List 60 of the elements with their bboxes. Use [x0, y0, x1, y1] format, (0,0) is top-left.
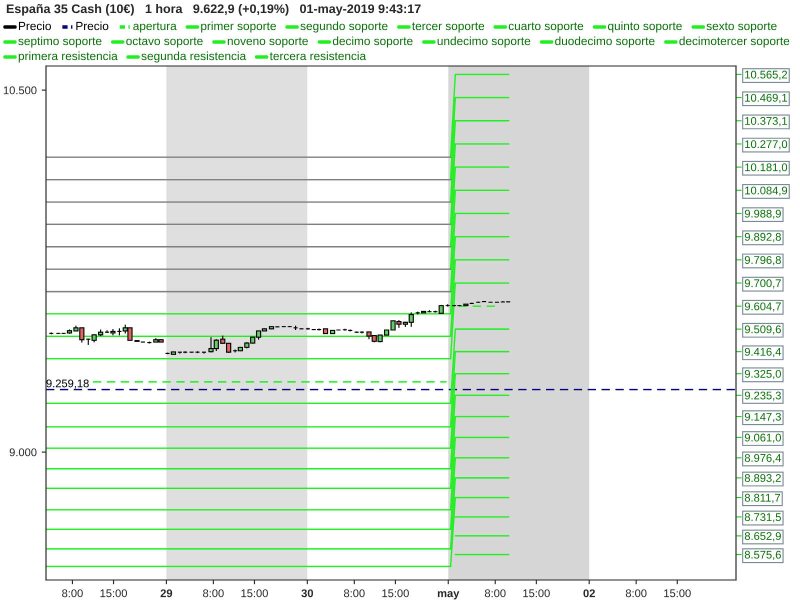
- y2-tick-label: 8.976,4: [744, 454, 782, 464]
- legend-label: decimotercer soporte: [679, 36, 790, 48]
- x-tick-label: 30: [301, 589, 314, 598]
- y2-tick-label: 9.988,9: [744, 210, 781, 219]
- legend-label: quinto soporte: [608, 22, 682, 32]
- y2-tick-label: 9.325,0: [744, 370, 781, 380]
- x-tick-label: 8:00: [344, 589, 365, 598]
- y2-tick-label: 9.796,8: [744, 256, 781, 266]
- y2-tick-label: 10.565,2: [745, 70, 788, 80]
- legend-label: primer soporte: [201, 22, 276, 32]
- y2-tick-label: 9.604,7: [744, 302, 781, 312]
- legend-label: noveno soporte: [228, 37, 308, 48]
- x-tick-label: 15:00: [382, 589, 409, 598]
- y2-tick-label: 10.469,1: [745, 94, 788, 104]
- y2-tick-label: 9.235,3: [744, 392, 781, 401]
- y2-tick-label: 8.811,7: [744, 494, 780, 503]
- x-tick-label: 15:00: [664, 589, 691, 598]
- x-tick-label: 8:00: [484, 589, 506, 598]
- legend-label: septimo soporte: [18, 36, 102, 48]
- x-tick-label: 15:00: [523, 589, 550, 598]
- y-tick-label: 10.500: [4, 86, 37, 94]
- x-tick-label: 29: [160, 589, 172, 598]
- legend-label: Precio: [18, 22, 51, 30]
- y2-tick-label: 10.373,1: [745, 117, 788, 126]
- legend-label: Precio: [76, 22, 108, 30]
- y2-tick-label: 8.575,6: [744, 550, 781, 560]
- y2-tick-label: 10.084,9: [745, 186, 788, 196]
- x-tick-label: 02: [583, 589, 595, 598]
- y2-tick-label: 10.181,0: [745, 163, 788, 173]
- legend-label: segundo soporte: [300, 22, 388, 32]
- x-tick-label: 8:00: [62, 589, 83, 598]
- y2-tick-label: 9.061,0: [744, 434, 781, 443]
- y2-tick-label: 8.652,9: [744, 532, 781, 542]
- y2-tick-label: 8.731,5: [744, 513, 781, 522]
- x-tick-label: 15:00: [241, 589, 268, 598]
- legend-label: undecimo soporte: [438, 36, 530, 48]
- y2-tick-label: 9.147,3: [744, 412, 781, 422]
- legend-label: tercera resistencia: [270, 52, 366, 60]
- y2-tick-label: 9.892,8: [744, 232, 781, 242]
- legend-label: decimo soporte: [332, 36, 413, 48]
- x-tick-label: 8:00: [203, 589, 224, 598]
- legend-label: duodecimo soporte: [555, 36, 655, 48]
- y2-tick-label: 10.277,0: [745, 140, 788, 150]
- legend-label: tercer soporte: [412, 22, 484, 32]
- y2-tick-label: 9.416,4: [744, 348, 782, 358]
- chart-title: España 35 Cash (10€) 1 hora 9.622,9 (+0,19%) 01-may-2019 9:43:17: [6, 4, 421, 16]
- legend-label: sexto soporte: [706, 22, 777, 32]
- legend-label: cuarto soporte: [508, 22, 584, 32]
- x-tick-label: 8:00: [626, 589, 647, 598]
- y2-tick-label: 9.509,6: [744, 325, 781, 335]
- x-tick-label: 15:00: [100, 589, 127, 598]
- y-tick-label: 9.000: [10, 448, 37, 456]
- data-label: 9.259,18: [46, 379, 89, 389]
- legend-label: octavo soporte: [126, 37, 203, 48]
- legend-label: apertura: [133, 22, 177, 32]
- x-tick-label: may: [438, 591, 460, 600]
- y2-tick-label: 8.893,2: [744, 474, 781, 484]
- y2-tick-label: 9.700,7: [744, 279, 781, 288]
- legend-label: segunda resistencia: [141, 52, 246, 63]
- legend-label: primera resistencia: [18, 52, 118, 63]
